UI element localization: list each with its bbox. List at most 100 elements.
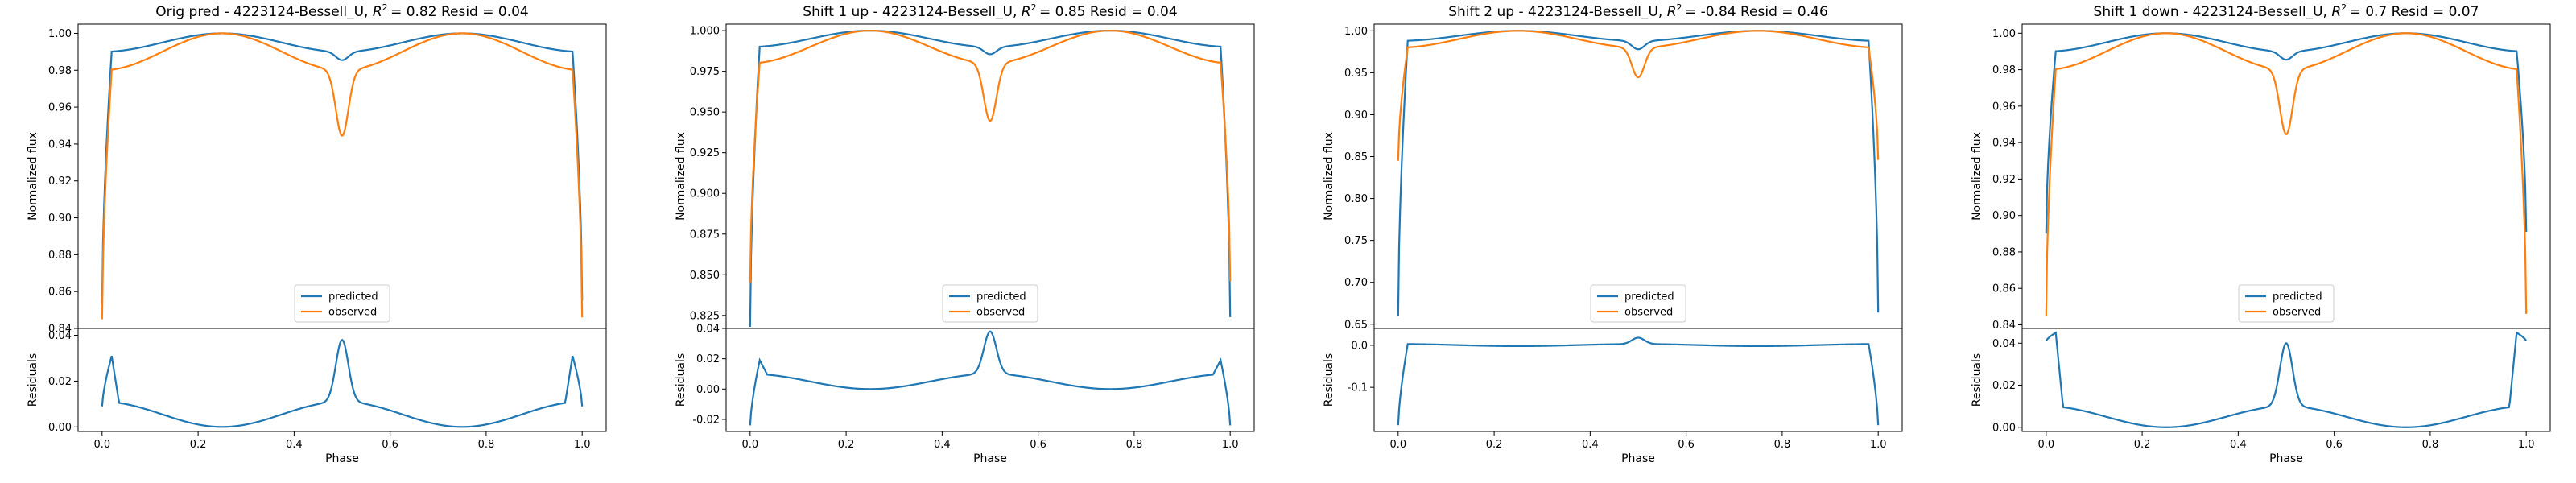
x-tick-label: 0.0 bbox=[1389, 439, 1406, 451]
legend-label-observed: observed bbox=[328, 307, 377, 319]
residual-line bbox=[749, 330, 1232, 426]
chart-title: Shift 1 down - 4223124-Bessell_U, R2 = 0… bbox=[2094, 2, 2479, 20]
resid-y-tick-label: 0.04 bbox=[1992, 338, 2016, 350]
y-axis-label: Normalized flux bbox=[1323, 132, 1335, 221]
y-tick-label: 0.90 bbox=[48, 213, 72, 225]
x-tick-label: 1.0 bbox=[1870, 439, 1887, 451]
y-tick-label: 0.84 bbox=[1992, 320, 2016, 332]
chart-title-values: = 0.82 Resid = 0.04 bbox=[388, 4, 529, 20]
legend-label-predicted: predicted bbox=[976, 291, 1026, 303]
x-tick-label: 0.8 bbox=[478, 439, 495, 451]
y-tick-label: 0.825 bbox=[690, 310, 720, 322]
y-tick-label: 0.850 bbox=[690, 270, 720, 282]
x-tick-label: 0.8 bbox=[1126, 439, 1143, 451]
chart-title-r-exponent: 2 bbox=[1031, 2, 1037, 13]
chart-title-r: R bbox=[1667, 4, 1677, 20]
legend-box bbox=[2238, 284, 2334, 323]
y-tick-label: 0.950 bbox=[690, 107, 720, 119]
y-tick-label: 0.96 bbox=[1992, 101, 2016, 113]
x-tick-label: 0.6 bbox=[1678, 439, 1695, 451]
y-tick-label: 0.975 bbox=[690, 66, 720, 78]
resid-y-tick-label: -0.1 bbox=[1348, 382, 1368, 394]
x-tick-label: 0.6 bbox=[2326, 439, 2343, 451]
residual-axes-frame bbox=[1373, 328, 1903, 432]
legend-label-observed: observed bbox=[1624, 307, 1673, 319]
resid-y-tick-label: 0.02 bbox=[1992, 380, 2016, 392]
series-line-observed bbox=[749, 29, 1232, 283]
y-tick-label: 0.96 bbox=[48, 102, 72, 114]
main-axes-frame bbox=[1373, 23, 1903, 329]
legend-label-predicted: predicted bbox=[2273, 291, 2322, 303]
y-axis-label: Normalized flux bbox=[27, 132, 39, 221]
x-tick-label: 0.4 bbox=[1582, 439, 1599, 451]
residual-axis-label: Residuals bbox=[675, 353, 687, 407]
y-tick-label: 0.94 bbox=[1992, 138, 2016, 150]
y-tick-label: 0.88 bbox=[48, 250, 72, 262]
chart-title: Shift 1 up - 4223124-Bessell_U, R2 = 0.8… bbox=[803, 2, 1177, 20]
chart-title-prefix: Shift 2 up - 4223124-Bessell_U, bbox=[1448, 4, 1667, 20]
residual-axes-frame bbox=[725, 328, 1255, 432]
x-tick-label: 0.0 bbox=[93, 439, 110, 451]
chart-title-r: R bbox=[2331, 4, 2341, 20]
legend: predicted observed bbox=[294, 284, 390, 323]
y-tick-label: 1.00 bbox=[1344, 26, 1368, 38]
y-axis-label: Normalized flux bbox=[1971, 132, 1984, 221]
chart-title-r: R bbox=[1022, 4, 1031, 20]
x-tick-label: 0.2 bbox=[2134, 439, 2151, 451]
legend: predicted observed bbox=[2238, 284, 2334, 323]
resid-y-tick-label: 0.04 bbox=[48, 330, 72, 342]
resid-y-tick-label: 0.02 bbox=[696, 353, 720, 365]
x-tick-label: 0.4 bbox=[286, 439, 303, 451]
chart-panel-1: Orig pred - 4223124-Bessell_U, R2 = 0.82… bbox=[27, 2, 607, 465]
y-tick-label: 0.92 bbox=[48, 175, 72, 188]
resid-y-tick-label: 0.02 bbox=[48, 376, 72, 388]
chart-title-r-exponent: 2 bbox=[382, 2, 388, 13]
legend-box bbox=[1590, 284, 1686, 323]
series-line-observed bbox=[2045, 32, 2528, 316]
x-tick-label: 1.0 bbox=[1222, 439, 1239, 451]
main-axes-frame bbox=[725, 23, 1255, 329]
x-tick-label: 0.8 bbox=[2422, 439, 2439, 451]
y-tick-label: 0.90 bbox=[1344, 109, 1368, 122]
y-tick-label: 1.00 bbox=[48, 28, 72, 40]
chart-title-prefix: Shift 1 up - 4223124-Bessell_U, bbox=[803, 4, 1022, 20]
series-line-predicted bbox=[2045, 32, 2528, 234]
chart-title-values: = 0.85 Resid = 0.04 bbox=[1037, 4, 1178, 20]
resid-y-tick-label: -0.02 bbox=[692, 414, 720, 426]
residual-axes-frame bbox=[2021, 328, 2551, 432]
y-tick-label: 0.98 bbox=[1992, 64, 2016, 76]
x-tick-label: 0.0 bbox=[2037, 439, 2054, 451]
chart-title: Orig pred - 4223124-Bessell_U, R2 = 0.82… bbox=[155, 2, 529, 20]
chart-title-r-exponent: 2 bbox=[2341, 2, 2347, 13]
resid-y-tick-label: 0.0 bbox=[1351, 340, 1368, 352]
residual-axis-label: Residuals bbox=[1323, 353, 1335, 407]
chart-title: Shift 2 up - 4223124-Bessell_U, R2 = -0.… bbox=[1448, 2, 1828, 20]
x-axis-label: Phase bbox=[325, 452, 359, 465]
y-tick-label: 0.70 bbox=[1344, 277, 1368, 289]
x-axis-label: Phase bbox=[973, 452, 1007, 465]
y-tick-label: 0.86 bbox=[48, 287, 72, 299]
y-tick-label: 0.75 bbox=[1344, 235, 1368, 247]
y-tick-label: 0.875 bbox=[690, 229, 720, 241]
legend: predicted observed bbox=[942, 284, 1038, 323]
chart-title-r-exponent: 2 bbox=[1677, 2, 1682, 13]
legend-label-observed: observed bbox=[976, 307, 1025, 319]
legend-label-observed: observed bbox=[2273, 307, 2321, 319]
y-tick-label: 1.00 bbox=[1992, 28, 2016, 40]
legend-label-predicted: predicted bbox=[328, 291, 378, 303]
resid-y-tick-label: 0.04 bbox=[696, 324, 720, 336]
chart-title-values: = 0.7 Resid = 0.07 bbox=[2347, 4, 2479, 20]
x-axis-label: Phase bbox=[1621, 452, 1655, 465]
x-tick-label: 0.6 bbox=[382, 439, 398, 451]
y-tick-label: 0.92 bbox=[1992, 174, 2016, 186]
series-line-predicted bbox=[101, 32, 584, 305]
x-tick-label: 0.8 bbox=[1774, 439, 1791, 451]
series-line-predicted bbox=[1397, 30, 1880, 316]
legend-box bbox=[942, 284, 1038, 323]
main-axes-frame bbox=[77, 23, 607, 329]
series-line-observed bbox=[101, 32, 584, 320]
y-tick-label: 0.900 bbox=[690, 188, 720, 200]
series-line-predicted bbox=[749, 29, 1232, 327]
legend-label-predicted: predicted bbox=[1624, 291, 1674, 303]
